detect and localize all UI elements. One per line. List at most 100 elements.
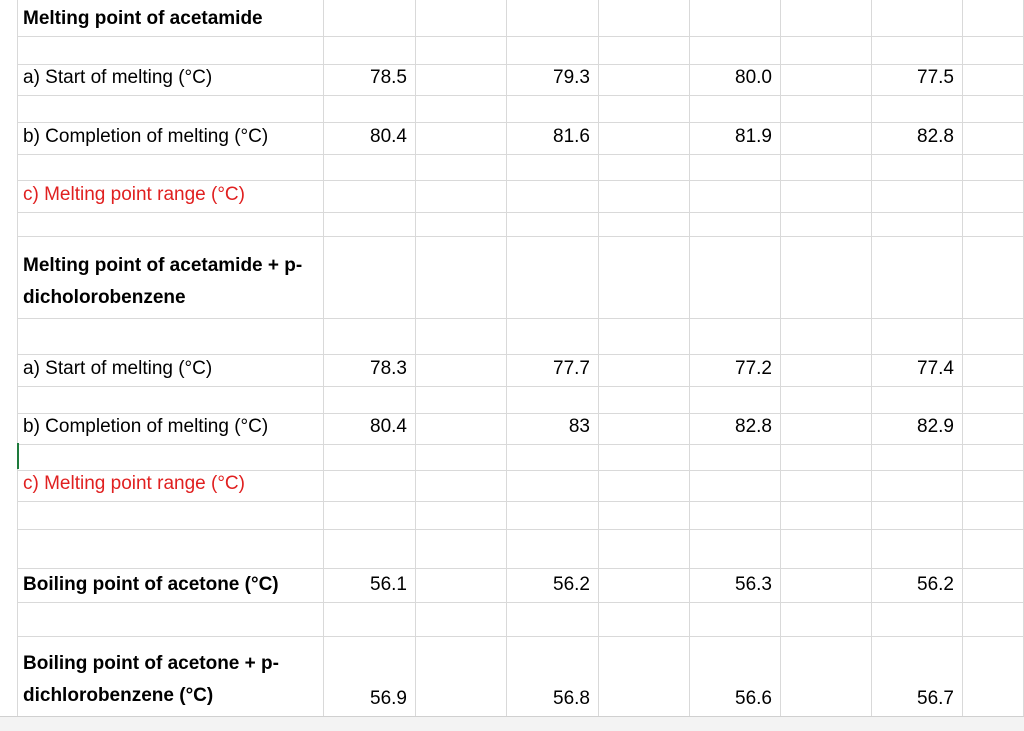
value-cell[interactable] — [690, 471, 781, 502]
empty-cell[interactable] — [599, 569, 690, 603]
value-cell[interactable] — [872, 530, 963, 569]
value-cell[interactable]: 80.4 — [324, 414, 416, 445]
value-cell[interactable] — [872, 445, 963, 471]
value-cell[interactable] — [507, 155, 599, 181]
empty-cell[interactable] — [416, 96, 507, 123]
empty-cell[interactable] — [963, 0, 1024, 37]
empty-cell[interactable] — [416, 37, 507, 65]
row-label-cell[interactable]: Boiling point of acetone (°C) — [18, 569, 324, 603]
row-label-cell[interactable] — [18, 502, 324, 530]
value-cell[interactable]: 56.2 — [507, 569, 599, 603]
empty-cell[interactable] — [781, 155, 872, 181]
row-label-cell[interactable]: Melting point of acetamide + p-dicholoro… — [18, 237, 324, 319]
row-label-cell[interactable] — [18, 445, 324, 471]
empty-cell[interactable] — [599, 181, 690, 213]
empty-cell[interactable] — [599, 123, 690, 155]
value-cell[interactable] — [872, 471, 963, 502]
empty-cell[interactable] — [416, 471, 507, 502]
empty-cell[interactable] — [599, 502, 690, 530]
empty-cell[interactable] — [599, 445, 690, 471]
empty-cell[interactable] — [781, 0, 872, 37]
empty-cell[interactable] — [599, 603, 690, 637]
empty-cell[interactable] — [781, 123, 872, 155]
row-label-cell[interactable] — [18, 37, 324, 65]
empty-cell[interactable] — [416, 637, 507, 717]
value-cell[interactable] — [690, 0, 781, 37]
value-cell[interactable] — [507, 319, 599, 355]
empty-cell[interactable] — [781, 213, 872, 237]
empty-cell[interactable] — [416, 603, 507, 637]
value-cell[interactable] — [690, 445, 781, 471]
value-cell[interactable]: 56.8 — [507, 637, 599, 717]
value-cell[interactable] — [507, 213, 599, 237]
empty-cell[interactable] — [599, 65, 690, 96]
empty-cell[interactable] — [599, 637, 690, 717]
empty-cell[interactable] — [781, 319, 872, 355]
row-label-cell[interactable] — [18, 603, 324, 637]
value-cell[interactable] — [872, 155, 963, 181]
value-cell[interactable]: 56.2 — [872, 569, 963, 603]
value-cell[interactable] — [324, 181, 416, 213]
value-cell[interactable]: 82.8 — [690, 414, 781, 445]
empty-cell[interactable] — [416, 155, 507, 181]
value-cell[interactable] — [507, 387, 599, 414]
value-cell[interactable] — [690, 237, 781, 319]
row-label-cell[interactable]: a) Start of melting (°C) — [18, 355, 324, 387]
value-cell[interactable] — [872, 181, 963, 213]
empty-cell[interactable] — [963, 237, 1024, 319]
empty-cell[interactable] — [781, 502, 872, 530]
row-label-cell[interactable]: b) Completion of melting (°C) — [18, 123, 324, 155]
empty-cell[interactable] — [963, 569, 1024, 603]
value-cell[interactable]: 79.3 — [507, 65, 599, 96]
value-cell[interactable]: 56.6 — [690, 637, 781, 717]
value-cell[interactable] — [507, 96, 599, 123]
empty-cell[interactable] — [781, 355, 872, 387]
row-label-cell[interactable]: a) Start of melting (°C) — [18, 65, 324, 96]
empty-cell[interactable] — [963, 155, 1024, 181]
empty-cell[interactable] — [963, 471, 1024, 502]
row-label-cell[interactable]: Melting point of acetamide — [18, 0, 324, 37]
empty-cell[interactable] — [963, 387, 1024, 414]
row-label-cell[interactable]: b) Completion of melting (°C) — [18, 414, 324, 445]
value-cell[interactable]: 80.4 — [324, 123, 416, 155]
empty-cell[interactable] — [781, 637, 872, 717]
value-cell[interactable]: 56.7 — [872, 637, 963, 717]
value-cell[interactable] — [324, 530, 416, 569]
empty-cell[interactable] — [599, 37, 690, 65]
empty-cell[interactable] — [781, 603, 872, 637]
value-cell[interactable]: 78.5 — [324, 65, 416, 96]
empty-cell[interactable] — [963, 65, 1024, 96]
value-cell[interactable] — [872, 603, 963, 637]
value-cell[interactable]: 81.6 — [507, 123, 599, 155]
value-cell[interactable]: 82.8 — [872, 123, 963, 155]
value-cell[interactable] — [872, 319, 963, 355]
row-label-cell[interactable] — [18, 319, 324, 355]
empty-cell[interactable] — [416, 414, 507, 445]
empty-cell[interactable] — [416, 445, 507, 471]
empty-cell[interactable] — [963, 530, 1024, 569]
empty-cell[interactable] — [599, 96, 690, 123]
value-cell[interactable] — [872, 96, 963, 123]
row-label-cell[interactable] — [18, 155, 324, 181]
empty-cell[interactable] — [599, 355, 690, 387]
value-cell[interactable] — [690, 96, 781, 123]
value-cell[interactable] — [507, 237, 599, 319]
value-cell[interactable] — [690, 181, 781, 213]
value-cell[interactable] — [324, 237, 416, 319]
empty-cell[interactable] — [416, 530, 507, 569]
empty-cell[interactable] — [599, 0, 690, 37]
value-cell[interactable]: 77.5 — [872, 65, 963, 96]
empty-cell[interactable] — [781, 37, 872, 65]
empty-cell[interactable] — [599, 155, 690, 181]
value-cell[interactable] — [690, 213, 781, 237]
value-cell[interactable] — [690, 603, 781, 637]
row-label-cell[interactable]: c) Melting point range (°C) — [18, 471, 324, 502]
value-cell[interactable] — [690, 37, 781, 65]
value-cell[interactable]: 83 — [507, 414, 599, 445]
empty-cell[interactable] — [963, 502, 1024, 530]
value-cell[interactable] — [872, 237, 963, 319]
value-cell[interactable] — [872, 502, 963, 530]
value-cell[interactable] — [872, 387, 963, 414]
value-cell[interactable] — [507, 471, 599, 502]
